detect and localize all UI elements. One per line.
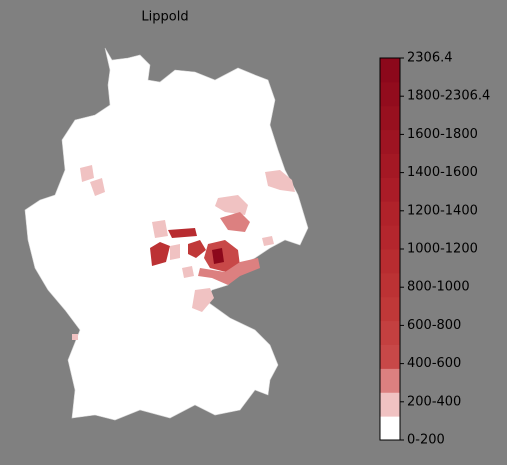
colorbar-band	[380, 129, 400, 154]
colorbar-band	[380, 201, 400, 226]
colorbar-tick-label: 1800-2306.4	[407, 89, 490, 104]
region	[262, 236, 274, 246]
colorbar-band	[380, 225, 400, 250]
colorbar-band	[380, 81, 400, 107]
region	[215, 195, 248, 215]
colorbar-tick-label: 1200-1400	[407, 203, 478, 218]
region	[192, 288, 214, 312]
region	[150, 242, 170, 266]
colorbar-tick-label: 0-200	[407, 433, 445, 448]
region	[220, 212, 250, 232]
colorbar-band	[380, 368, 400, 393]
colorbar-band	[380, 105, 400, 131]
region	[212, 248, 224, 264]
colorbar-tick-label: 800-1000	[407, 280, 470, 295]
colorbar-band	[380, 344, 400, 369]
colorbar-band	[380, 392, 400, 417]
colorbar-band	[380, 272, 400, 298]
region	[152, 220, 168, 238]
colorbar-tick-label: 1000-1200	[407, 242, 478, 257]
colorbar-band	[380, 58, 400, 83]
germany-map	[24, 47, 309, 421]
region	[170, 244, 180, 260]
colorbar-tick-label: 400-600	[407, 356, 461, 371]
colorbar-tick-label: 1400-1600	[407, 165, 478, 180]
region	[182, 266, 194, 278]
colorbar-band	[380, 320, 400, 345]
colorbar-band	[380, 249, 400, 274]
colorbar-tick-label: 600-800	[407, 318, 461, 333]
region	[72, 334, 78, 340]
region	[198, 258, 260, 285]
region	[168, 228, 197, 238]
map-title: Lippold	[141, 10, 188, 25]
colorbar-tick-label: 1600-1800	[407, 127, 478, 142]
colorbar-tick-label: 200-400	[407, 394, 461, 409]
colorbar-band	[380, 296, 400, 322]
colorbar-tick-label: 2306.4	[407, 51, 453, 66]
colorbar-band	[380, 416, 400, 441]
colorbar: 0-200 200-400 400-600 600-800 800-1000 1000-1…	[379, 51, 490, 448]
region	[80, 165, 94, 182]
colorbar-band	[380, 153, 400, 178]
region	[90, 178, 105, 196]
region	[265, 170, 295, 192]
colorbar-band	[380, 177, 400, 202]
region	[188, 240, 206, 258]
